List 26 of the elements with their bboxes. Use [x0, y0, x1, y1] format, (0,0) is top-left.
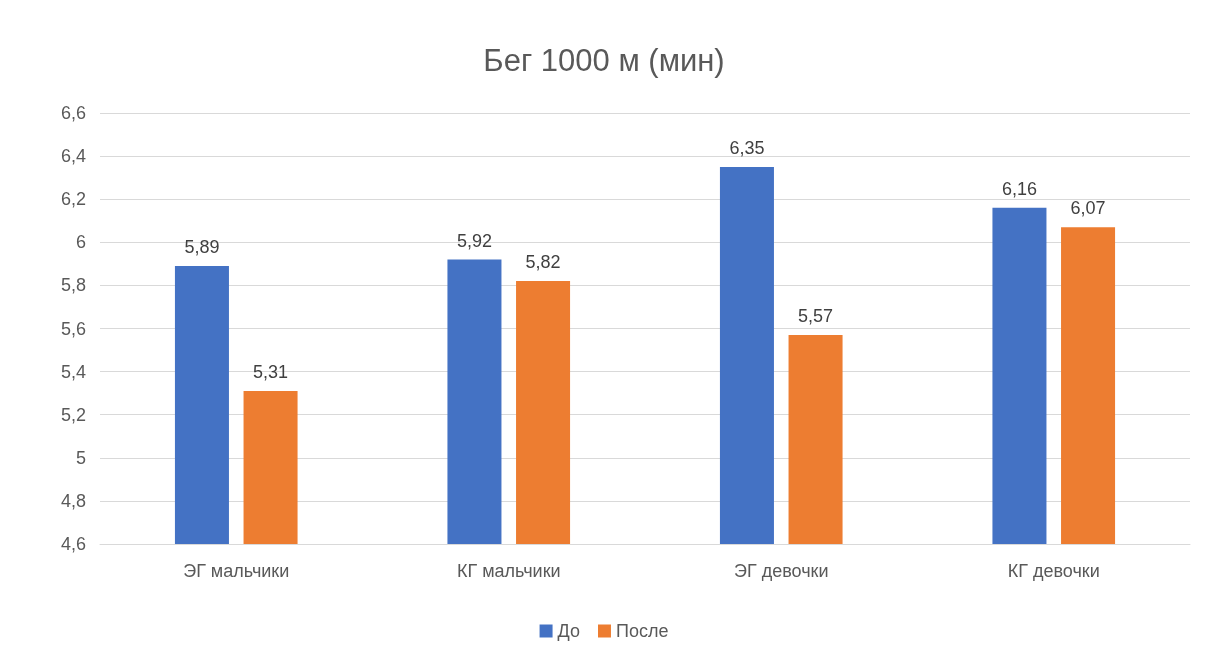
y-tick-label: 4,6 [60, 534, 86, 554]
chart-title: Бег 1000 м (мин) [483, 43, 725, 78]
x-tick-label: КГ мальчики [456, 561, 561, 581]
data-label: 6,16 [1001, 178, 1037, 199]
data-label: 6,35 [729, 137, 765, 158]
legend-label: До [557, 621, 580, 641]
data-label: 5,92 [456, 230, 492, 251]
data-label: 5,31 [253, 361, 289, 382]
y-tick-label: 4,8 [60, 490, 86, 511]
y-tick-label: 6,4 [60, 146, 86, 167]
data-label: 5,89 [184, 237, 220, 258]
x-tick-label: ЭГ мальчики [183, 561, 290, 581]
y-tick-label: 5,8 [60, 275, 86, 296]
y-tick-label: 5 [75, 447, 86, 468]
data-label: 6,07 [1070, 198, 1106, 219]
data-label: 5,57 [798, 305, 834, 326]
x-tick-label: ЭГ девочки [734, 561, 829, 581]
y-tick-label: 5,2 [60, 404, 86, 425]
y-tick-label: 5,6 [60, 318, 86, 339]
y-tick-label: 5,4 [60, 361, 86, 382]
legend-label: После [615, 621, 669, 641]
data-label: 5,82 [525, 252, 561, 273]
y-tick-label: 6,2 [60, 189, 86, 210]
y-tick-label: 6,6 [60, 103, 86, 123]
y-tick-label: 6 [75, 232, 86, 253]
x-tick-label: КГ девочки [1007, 561, 1100, 581]
